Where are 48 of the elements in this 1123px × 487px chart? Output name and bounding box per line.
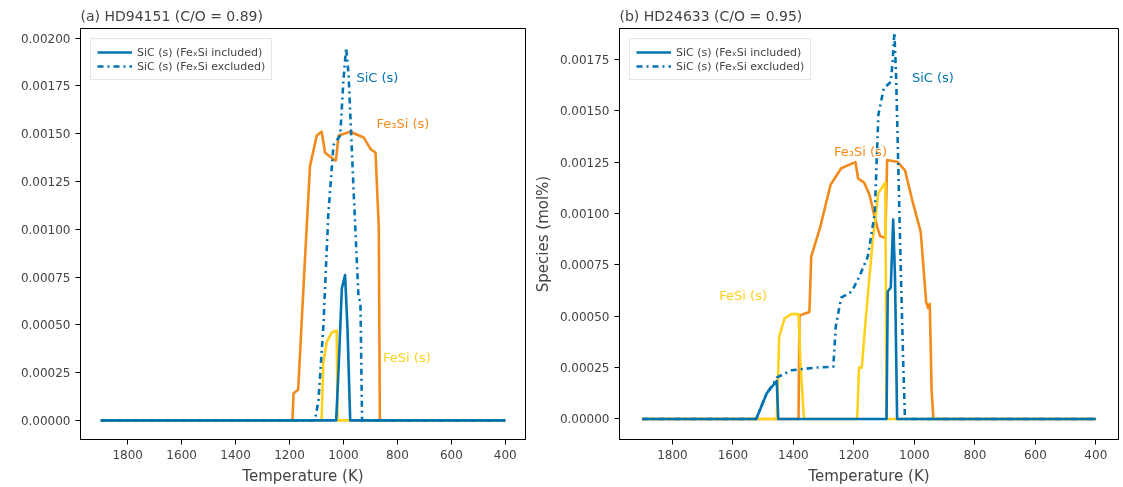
y-tick-label: 0.00050	[559, 309, 610, 324]
y-tick-label: 0.00175	[20, 79, 71, 94]
x-tick-label: 400	[1084, 447, 1108, 462]
legend-label: SiC (s) (FeₓSi excluded)	[137, 59, 266, 73]
x-tick-label: 1200	[838, 447, 870, 462]
x-tick-label: 600	[439, 447, 463, 462]
y-axis-title: Species (mol%)	[533, 175, 552, 293]
series-label: Fe₃Si (s)	[376, 115, 430, 131]
y-tick-label: 0.00150	[559, 104, 610, 119]
y-tick-label: 0.00175	[559, 52, 610, 67]
chart-title: (a) HD94151 (C/O = 0.89)	[80, 7, 263, 24]
y-tick-label: 0.00000	[559, 412, 610, 427]
x-axis-title: Temperature (K)	[241, 466, 364, 485]
chart-title: (b) HD24633 (C/O = 0.95)	[619, 7, 803, 24]
y-tick-label: 0.00025	[20, 366, 71, 381]
x-tick-label: 400	[493, 447, 517, 462]
y-tick-label: 0.00100	[20, 222, 71, 237]
x-tick-label: 600	[1023, 447, 1047, 462]
text: FeSi (s)	[383, 349, 431, 365]
x-tick-label: 1200	[274, 447, 305, 462]
x-tick-label: 800	[963, 447, 987, 462]
y-tick-label: 0.00075	[20, 270, 71, 285]
y-tick-label: 0.00125	[20, 174, 71, 189]
annotation: SiC (s)	[911, 70, 954, 86]
x-tick-label: 1800	[112, 447, 143, 462]
x-tick-label: 1000	[899, 447, 930, 462]
y-tick-label: 0.00050	[20, 318, 71, 333]
y-tick-label: 0.00075	[559, 258, 610, 273]
x-tick-label: 1600	[717, 447, 749, 462]
x-axis-title: Temperature (K)	[807, 466, 930, 485]
legend-label: SiC (s) (FeₓSi included)	[137, 45, 263, 59]
y-tick-label: 0.00125	[559, 155, 610, 170]
annotation: SiC (s)	[356, 70, 399, 86]
y-tick-label: 0.00150	[20, 127, 71, 142]
y-tick-label: 0.00025	[559, 361, 610, 376]
series-label: FeSi (s)	[719, 288, 767, 304]
x-tick-label: 1800	[657, 447, 688, 462]
x-tick-label: 1400	[778, 447, 809, 462]
legend-label: SiC (s) (FeₓSi included)	[676, 45, 802, 59]
y-tick-label: 0.00100	[559, 206, 610, 221]
y-tick-label: 0.00200	[20, 31, 71, 46]
y-tick-label: 0.00000	[20, 413, 71, 428]
x-tick-label: 800	[385, 447, 409, 462]
series-label: Fe₃Si (s)	[834, 144, 887, 160]
x-tick-label: 1400	[220, 447, 251, 462]
x-tick-label: 1000	[328, 447, 359, 462]
x-tick-label: 1600	[166, 447, 197, 462]
legend-label: SiC (s) (FeₓSi excluded)	[676, 59, 805, 73]
